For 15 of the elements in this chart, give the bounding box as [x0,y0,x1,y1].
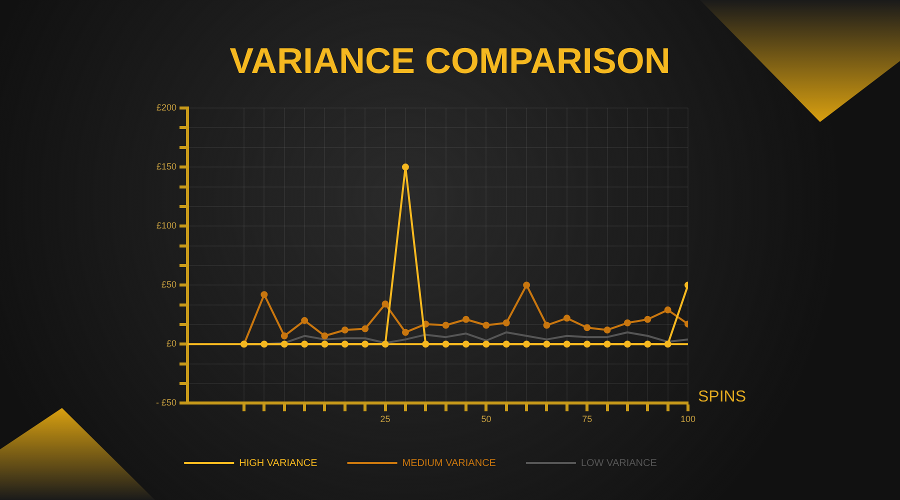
legend-label: LOW VARIANCE [580,458,658,469]
x-tick-label: 50 [481,414,492,424]
y-tick-label: £0 [166,338,177,349]
legend-label: HIGH VARIANCE [239,458,318,469]
y-tick-label: - £50 [156,398,177,408]
y-tick-label: £50 [161,280,177,290]
chart-title: VARIANCE COMPARISON [228,40,672,82]
y-tick-label: £100 [156,220,177,231]
x-tick-label: 25 [380,414,390,424]
x-tick-label: 75 [582,414,592,424]
y-tick-label: £200 [156,102,177,112]
legend-label: MEDIUM VARIANCE [402,458,496,469]
y-tick-label: £150 [156,162,177,172]
x-axis-title: SPINS [698,388,746,406]
x-tick-label: 100 [680,414,696,424]
